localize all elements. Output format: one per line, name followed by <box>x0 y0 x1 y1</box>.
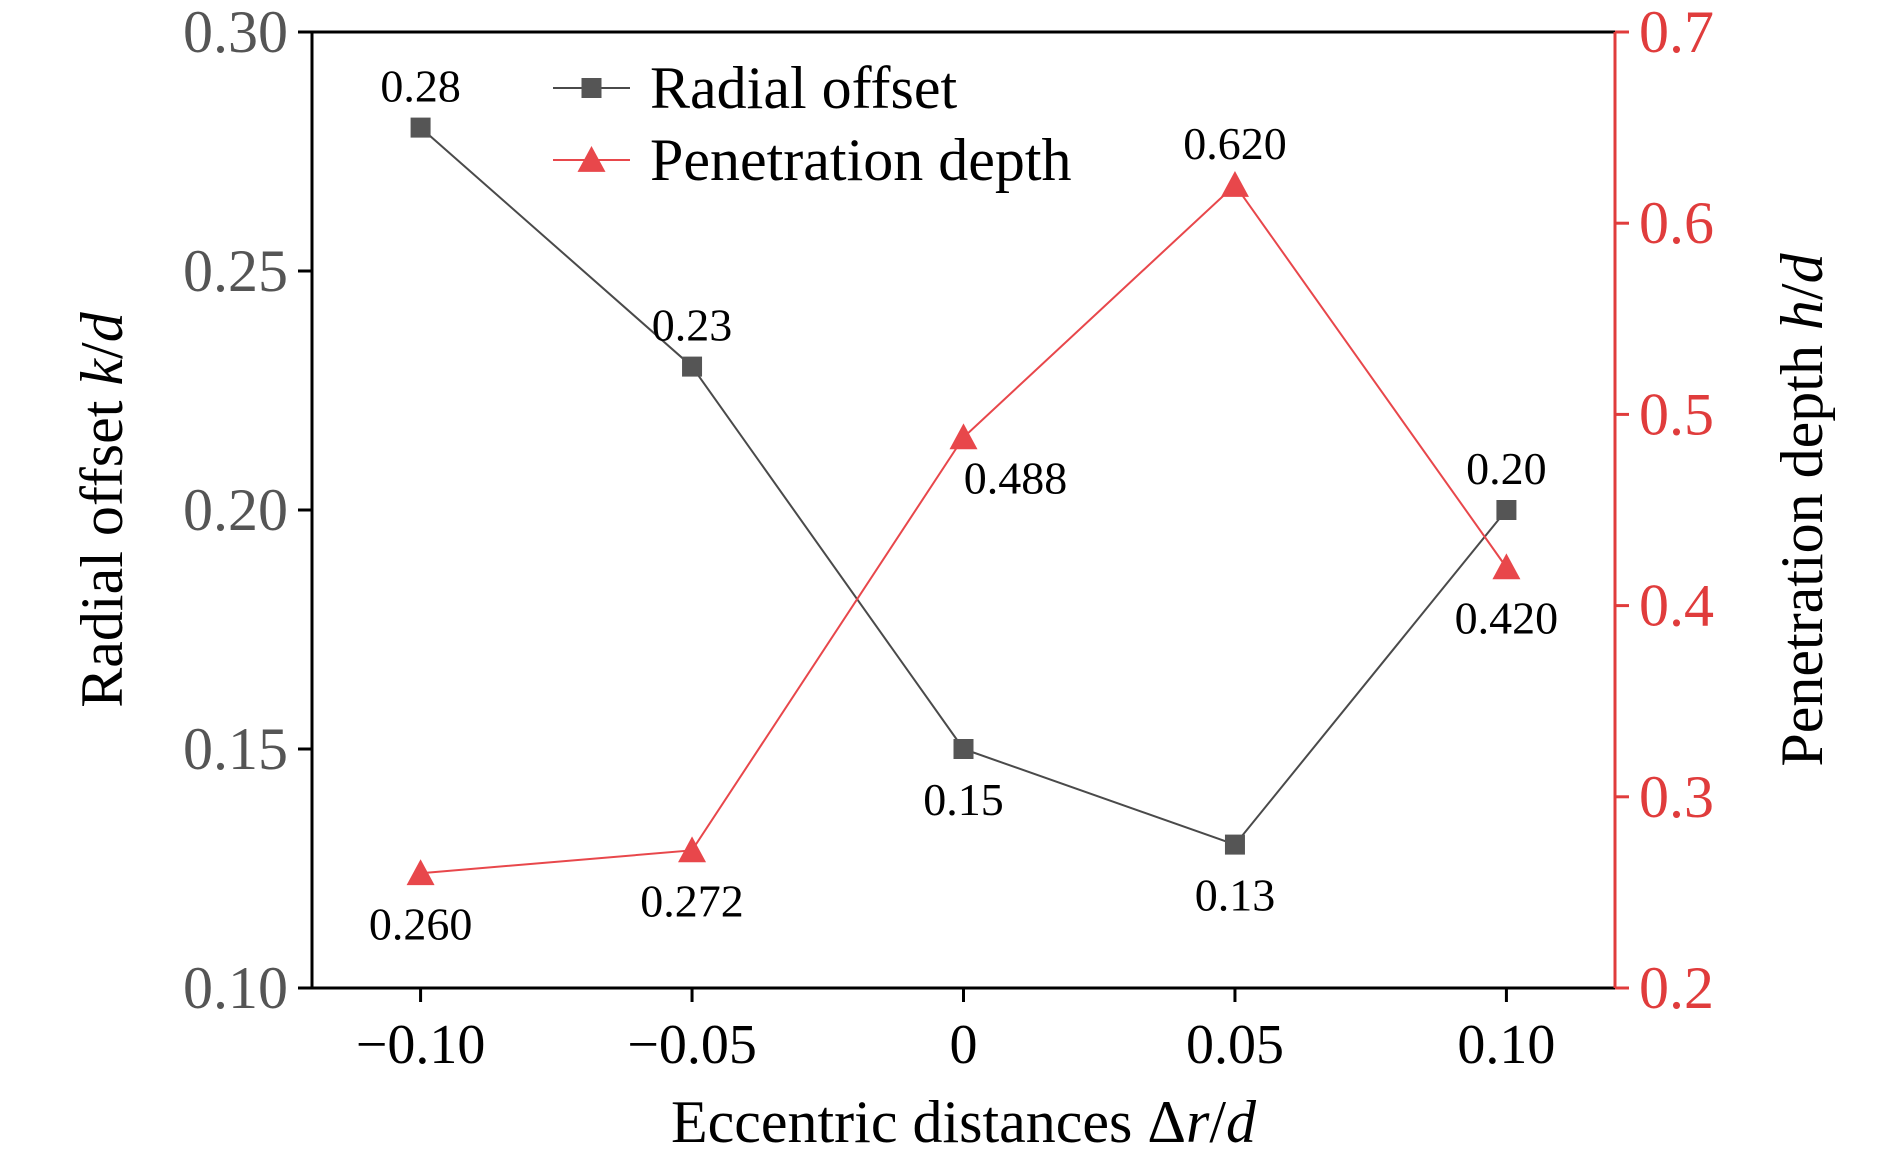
y-left-tick-label: 0.25 <box>183 238 288 304</box>
data-labels: 0.28 0.23 0.15 0.13 0.20 0.260 0.272 0.488 0.620… <box>369 61 1558 950</box>
x-axis-title: Eccentric distances Δr/d <box>671 1089 1257 1155</box>
legend-marker <box>577 146 606 172</box>
radial-offset-data-label: 0.28 <box>380 61 461 112</box>
radial-offset-data-label: 0.23 <box>652 300 733 351</box>
legend-label: Radial offset <box>650 55 957 121</box>
radial-offset-point <box>1224 834 1245 855</box>
legend-label: Penetration depth <box>650 127 1072 193</box>
x-tick-label: −0.05 <box>627 1014 757 1076</box>
y-right-tick-label: 0.7 <box>1639 0 1714 65</box>
y-right-tick-label: 0.5 <box>1639 381 1714 447</box>
penetration-depth-point <box>678 836 707 863</box>
y-right-axis-title: Penetration depth h/d <box>1769 252 1835 766</box>
legend-marker <box>581 78 602 98</box>
x-tick-label: 0.10 <box>1457 1014 1555 1076</box>
series-layer <box>406 117 1521 886</box>
series-line-penetration-depth <box>420 183 1508 875</box>
penetration-depth-point <box>1220 170 1249 197</box>
x-tick-label: −0.10 <box>356 1014 486 1076</box>
x-tick-label: 0.05 <box>1186 1014 1284 1076</box>
radial-offset-point <box>953 739 974 759</box>
y-left-tick-label: 0.30 <box>183 0 288 65</box>
y-left-tick-label: 0.10 <box>183 955 288 1021</box>
y-right-tick-label: 0.4 <box>1639 573 1714 639</box>
radial-offset-point <box>1496 500 1517 520</box>
penetration-depth-data-label: 0.620 <box>1183 118 1287 169</box>
axis-titles: Eccentric distances Δr/d Radial offset k/… <box>69 252 1835 1155</box>
y-left-tick-label: 0.20 <box>183 477 288 543</box>
y-left-axis-title: Radial offset k/d <box>69 311 135 707</box>
y-right-tick-label: 0.3 <box>1639 764 1714 830</box>
penetration-depth-data-label: 0.272 <box>640 875 744 926</box>
radial-offset-point <box>410 117 431 138</box>
radial-offset-point <box>682 356 703 377</box>
radial-offset-data-label: 0.15 <box>923 774 1004 825</box>
radial-offset-data-label: 0.20 <box>1466 443 1547 494</box>
axes: −0.10 −0.05 0 0.05 0.10 0.10 0.15 0.20 0.25 0.30 0… <box>183 0 1714 1076</box>
penetration-depth-point <box>1492 553 1521 580</box>
x-tick-label: 0 <box>950 1014 978 1076</box>
penetration-depth-point <box>406 859 435 886</box>
penetration-depth-data-label: 0.420 <box>1455 592 1559 643</box>
penetration-depth-point <box>949 423 978 450</box>
y-left-tick-label: 0.15 <box>183 716 288 782</box>
y-right-tick-label: 0.2 <box>1639 955 1714 1021</box>
radial-offset-data-label: 0.13 <box>1195 870 1276 921</box>
y-right-tick-label: 0.6 <box>1639 190 1714 256</box>
penetration-depth-data-label: 0.260 <box>369 898 473 949</box>
penetration-depth-data-label: 0.488 <box>964 452 1068 503</box>
